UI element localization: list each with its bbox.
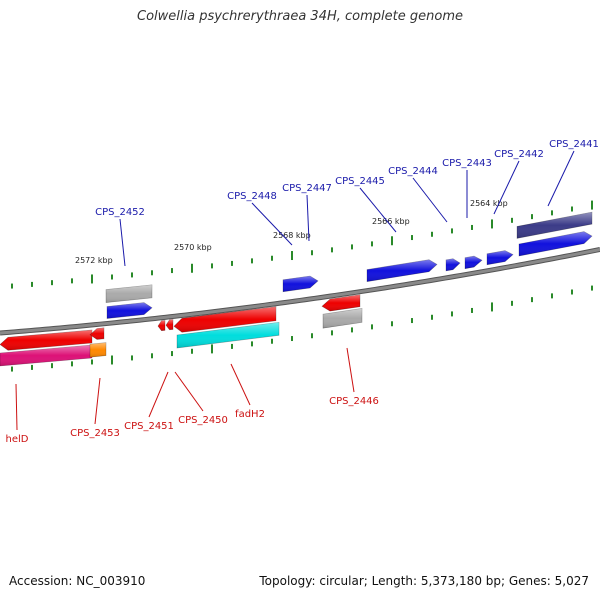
gene-cps-2444-highlight	[446, 258, 460, 271]
forward-gene-label-leader	[547, 150, 575, 207]
accession-text: Accession: NC_003910	[9, 574, 146, 588]
gene-cps-2442-highlight	[487, 250, 513, 265]
feature-layer	[0, 211, 593, 367]
gene-cps-2446-red-highlight	[322, 294, 360, 312]
reverse-gene-label: helD	[6, 434, 29, 445]
gene-cps-2443-highlight	[465, 256, 482, 269]
forward-gene-label-leader	[359, 187, 397, 233]
forward-gene-label-leader	[493, 160, 520, 215]
forward-gene-label-leader	[306, 194, 310, 242]
forward-gene-label: CPS_2452	[95, 207, 145, 218]
gene-cps-2448-highlight	[283, 276, 318, 292]
gene-cps-2441-highlight	[519, 231, 592, 256]
kbp-label: 2572 kbp	[75, 256, 113, 265]
label-layer: 2572 kbp 2570 kbp 2568 kbp 2566 kbp 2564 kbp…	[6, 139, 599, 445]
reverse-gene-label-leader	[174, 371, 204, 412]
tick-layer	[11, 200, 593, 372]
gene-held-highlight	[0, 330, 92, 351]
reverse-gene-label: CPS_2450	[178, 415, 228, 426]
gene-orange-highlight	[90, 342, 106, 358]
gene-cps-2445-highlight	[367, 259, 437, 282]
backbone-layer	[0, 247, 600, 336]
gene-cps-2441-navy-highlight	[517, 212, 592, 239]
kbp-label: 2570 kbp	[174, 243, 212, 252]
reverse-gene-label-leader	[94, 377, 101, 425]
reverse-gene-label-leader	[148, 371, 169, 418]
kbp-label: 2564 kbp	[470, 199, 508, 208]
reverse-gene-label: CPS_2451	[124, 421, 174, 432]
forward-gene-label: CPS_2443	[442, 158, 492, 169]
forward-gene-label: CPS_2448	[227, 191, 277, 202]
gene-cps-2453-highlight	[90, 327, 104, 340]
reverse-gene-label-leader	[346, 347, 355, 393]
reverse-gene-label: CPS_2446	[329, 396, 379, 407]
forward-gene-label: CPS_2447	[282, 183, 332, 194]
forward-gene-label-leader	[412, 177, 448, 223]
gene-cps-2451-a-highlight	[158, 320, 165, 331]
forward-gene-label-leader	[251, 202, 293, 246]
forward-gene-label: CPS_2441	[549, 139, 599, 150]
gene-cps-2446-highlight	[323, 308, 362, 329]
page-title: Colwellia psychrerythraea 34H, complete …	[137, 9, 463, 24]
genome-stats-text: Topology: circular; Length: 5,373,180 bp…	[259, 574, 589, 588]
reverse-gene-label-leader	[230, 363, 251, 406]
gene-cps-2451-b-highlight	[166, 319, 173, 330]
kbp-label: 2568 kbp	[273, 231, 311, 240]
reverse-gene-label: CPS_2453	[70, 428, 120, 439]
gene-magenta-highlight	[0, 345, 92, 366]
gene-cps-2450-highlight	[174, 306, 276, 333]
gene-cps-2452-highlight	[107, 302, 152, 319]
gene-cps-2452-gray-highlight	[106, 284, 152, 303]
reverse-gene-label: fadH2	[235, 409, 265, 420]
forward-gene-label-leader	[119, 218, 126, 267]
kbp-label: 2566 kbp	[372, 217, 410, 226]
genome-backbone	[0, 248, 600, 335]
forward-gene-label: CPS_2444	[388, 166, 438, 177]
forward-gene-label: CPS_2442	[494, 149, 544, 160]
forward-gene-label: CPS_2445	[335, 176, 385, 187]
gene-fadh2-highlight	[177, 322, 279, 348]
reverse-gene-label-leader	[15, 383, 18, 431]
